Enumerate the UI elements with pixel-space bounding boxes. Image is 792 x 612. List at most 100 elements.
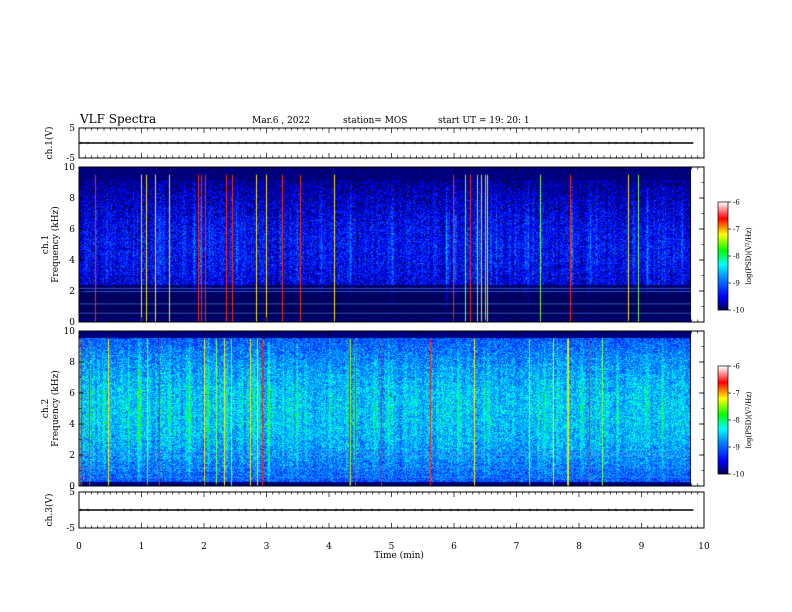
colorbar-swatch <box>718 410 728 412</box>
colorbar-swatch <box>718 431 728 433</box>
colorbar-swatch <box>718 400 728 402</box>
colorbar-swatch <box>718 402 728 404</box>
colorbar-swatch <box>718 399 728 401</box>
colorbar-swatch <box>718 262 728 264</box>
colorbar-swatch <box>718 458 728 460</box>
colorbar-swatch <box>718 382 728 384</box>
colorbar-swatch <box>718 231 728 233</box>
colorbar-swatch <box>718 240 728 242</box>
colorbar-swatch <box>718 207 728 209</box>
colorbar-swatch <box>718 204 728 206</box>
colorbar-swatch <box>718 445 728 447</box>
colorbar-swatch <box>718 428 728 430</box>
colorbar-swatch <box>718 385 728 387</box>
colorbar-label: log(PSD)(V²/Hz) <box>745 227 753 284</box>
y-tick-label: 0 <box>69 482 75 492</box>
colorbar-swatch <box>718 254 728 256</box>
colorbar-swatch <box>718 444 728 446</box>
x-tick-label: 10 <box>698 542 710 552</box>
colorbar-swatch <box>718 433 728 435</box>
colorbar-swatch <box>718 259 728 261</box>
colorbar-swatch <box>718 273 728 275</box>
colorbar-swatch <box>718 446 728 448</box>
colorbar-swatch <box>718 473 728 475</box>
ch3-voltage-panel: 5 -5 ch.3(V) <box>44 488 705 534</box>
colorbar-swatch <box>718 236 728 238</box>
colorbar-swatch <box>718 299 728 301</box>
colorbar-swatch <box>718 235 728 237</box>
colorbar-swatch <box>718 288 728 290</box>
colorbar-swatch <box>718 206 728 208</box>
colorbar-swatch <box>718 263 728 265</box>
colorbar-swatch <box>718 405 728 407</box>
colorbar-swatch <box>718 239 728 241</box>
colorbar-swatch <box>718 280 728 282</box>
colorbar-swatch <box>718 451 728 453</box>
y-tick-label: 6 <box>69 225 75 235</box>
colorbar-swatch <box>718 287 728 289</box>
y-tick-label: 2 <box>69 287 75 297</box>
colorbar-swatch <box>718 212 728 214</box>
colorbar-swatch <box>718 454 728 456</box>
colorbar-swatch <box>718 414 728 416</box>
ch1-voltage-panel: 5 -5 ch.1(V) <box>44 124 705 164</box>
colorbar-swatch <box>718 388 728 390</box>
y-tick-label: 5 <box>69 124 75 134</box>
colorbar-swatch <box>718 285 728 287</box>
colorbar-swatch <box>718 211 728 213</box>
colorbar-swatch <box>718 245 728 247</box>
y-tick-label: 10 <box>64 163 76 173</box>
colorbar-swatch <box>718 209 728 211</box>
colorbar-swatch <box>718 237 728 239</box>
colorbar-tick-label: -9 <box>733 444 740 452</box>
colorbar-swatch <box>718 289 728 291</box>
colorbar-swatch <box>718 291 728 293</box>
colorbar-swatch <box>718 418 728 420</box>
colorbar-swatch <box>718 248 728 250</box>
colorbar-swatch <box>718 234 728 236</box>
colorbar-swatch <box>718 295 728 297</box>
colorbar-swatch <box>718 220 728 222</box>
colorbar-swatch <box>718 265 728 267</box>
colorbar-swatch <box>718 411 728 413</box>
colorbar-swatch <box>718 203 728 205</box>
ch1-spectrogram-image <box>79 167 691 322</box>
colorbar-swatch <box>718 267 728 269</box>
frequency-axis-label: Frequency (kHz) <box>50 206 61 283</box>
colorbar-swatch <box>718 268 728 270</box>
colorbar-swatch <box>718 373 728 375</box>
colorbar-tick-label: -10 <box>733 471 744 479</box>
colorbar-swatch <box>718 441 728 443</box>
colorbar-swatch <box>718 425 728 427</box>
colorbar-swatch <box>718 367 728 369</box>
colorbar-swatch <box>718 305 728 307</box>
colorbar-swatch <box>718 293 728 295</box>
colorbar-swatch <box>718 448 728 450</box>
colorbar-swatch <box>718 415 728 417</box>
colorbar-swatch <box>718 271 728 273</box>
colorbar-swatch <box>718 392 728 394</box>
colorbar-swatch <box>718 218 728 220</box>
colorbar-swatch <box>718 450 728 452</box>
colorbar-swatch <box>718 384 728 386</box>
colorbar-swatch <box>718 303 728 305</box>
colorbar-swatch <box>718 455 728 457</box>
x-tick-label: 9 <box>639 542 645 552</box>
colorbar-swatch <box>718 213 728 215</box>
colorbar-swatch <box>718 224 728 226</box>
colorbar-swatch <box>718 244 728 246</box>
colorbar-swatch <box>718 296 728 298</box>
colorbar-swatch <box>718 269 728 271</box>
colorbar-swatch <box>718 281 728 283</box>
colorbar-tick-label: -10 <box>733 307 744 315</box>
colorbar-swatch <box>718 255 728 257</box>
colorbar-swatch <box>718 229 728 231</box>
colorbar-swatch <box>718 215 728 217</box>
x-axis-label: Time (min) <box>374 550 424 561</box>
colorbar-swatch <box>718 223 728 225</box>
colorbar-swatch <box>718 243 728 245</box>
colorbar-swatch <box>718 375 728 377</box>
colorbar-swatch <box>718 214 728 216</box>
colorbar-swatch <box>718 434 728 436</box>
colorbar-swatch <box>718 251 728 253</box>
